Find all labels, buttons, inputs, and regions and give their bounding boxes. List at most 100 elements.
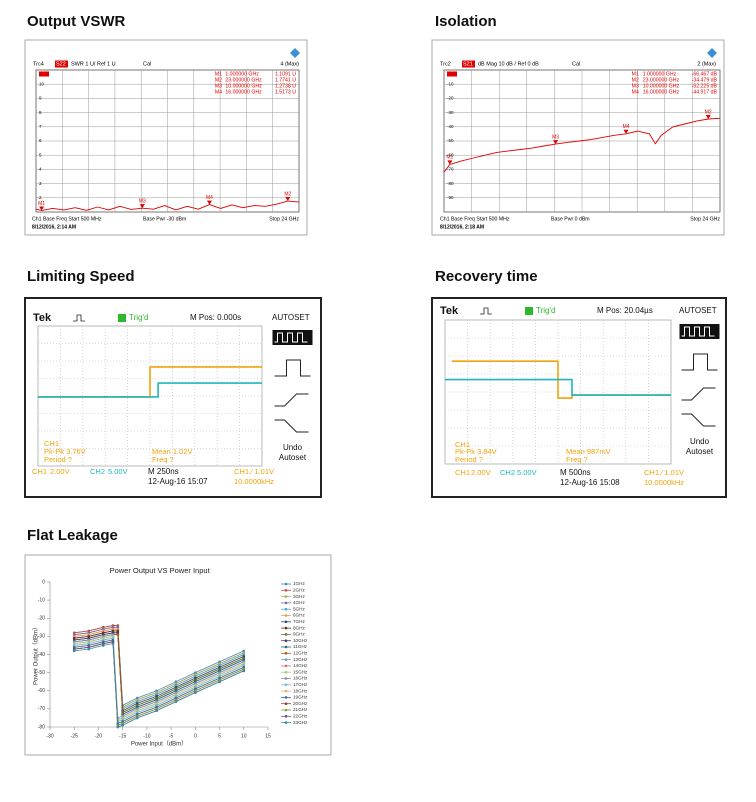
- panel-frame: [431, 39, 725, 236]
- autoset-label: Autoset: [279, 453, 307, 462]
- point: [194, 678, 197, 682]
- point: [72, 642, 76, 645]
- point: [155, 705, 158, 709]
- ch1-scale: 2.00V: [50, 467, 70, 476]
- ch2-name: CH2: [90, 467, 105, 476]
- ch1-name: CH1: [455, 468, 470, 477]
- point: [194, 674, 197, 678]
- autoset-title: AUTOSET: [272, 313, 310, 322]
- point: [72, 636, 76, 640]
- point: [101, 644, 105, 647]
- marker-table-value: -44.917 dB: [692, 89, 718, 95]
- legend-marker: [284, 696, 288, 699]
- legend-label: 1GHz: [293, 581, 305, 586]
- trig-badge: [118, 314, 126, 322]
- param-badge: [55, 60, 68, 68]
- marker: [553, 140, 559, 145]
- y-tick-label: -60: [447, 152, 454, 157]
- point: [135, 698, 139, 702]
- legend-label: 21GHz: [293, 707, 308, 712]
- legend-label: 8GHz: [293, 625, 305, 630]
- point: [242, 649, 246, 653]
- rs-logo: [707, 48, 717, 58]
- series-line: [74, 643, 244, 728]
- footer-power: Base Pwr 0 dBm: [551, 216, 590, 222]
- marker-table-x: 1.000000 GHz: [643, 71, 677, 77]
- point: [111, 631, 115, 635]
- point: [218, 673, 221, 676]
- legend-marker: [284, 677, 288, 680]
- legend-label: 2GHz: [293, 588, 305, 593]
- point: [242, 655, 246, 658]
- point: [218, 671, 221, 674]
- marker-name: M3: [139, 198, 146, 204]
- x-axis-label: Power Input（dBm）: [131, 741, 187, 748]
- meas-pkpk: Pk-Pk 3.76V: [44, 447, 86, 456]
- point: [116, 626, 120, 629]
- point: [116, 633, 120, 636]
- legend-marker: [284, 683, 288, 687]
- point: [135, 703, 139, 707]
- marker: [139, 204, 145, 209]
- point: [242, 664, 246, 667]
- point: [194, 689, 197, 693]
- point: [135, 705, 139, 709]
- cal-label: Cal: [143, 61, 151, 67]
- meas-channel: CH1: [455, 440, 470, 449]
- marker-table-value: 1.5173 U: [275, 89, 296, 95]
- ch2-name: CH2: [500, 468, 515, 477]
- point: [194, 676, 197, 680]
- point: [87, 631, 91, 635]
- legend-label: 3GHz: [293, 594, 305, 599]
- legend-label: 17GHz: [293, 682, 308, 687]
- marker-name: M4: [206, 195, 213, 201]
- legend-marker: [284, 626, 288, 630]
- marker-table-value: -34.479 dB: [692, 77, 718, 83]
- series-line: [74, 637, 244, 722]
- ch2-scale: 5.00V: [108, 467, 128, 476]
- point: [101, 633, 105, 636]
- ref-badge: [39, 71, 49, 77]
- marker-table-x: 10.000000 GHz: [643, 83, 680, 89]
- point: [111, 633, 115, 636]
- marker-table-x: 1.000000 GHz: [225, 71, 259, 77]
- trig-status: Trig'd: [129, 313, 148, 322]
- autoset-title: AUTOSET: [679, 306, 717, 315]
- x-tick-label: 5: [218, 733, 221, 739]
- pulse-btn: [681, 353, 718, 371]
- ch2-scale: 5.00V: [517, 468, 537, 477]
- marker-table-name: M1: [215, 71, 222, 77]
- point: [242, 665, 246, 669]
- rs-logo: [290, 48, 300, 58]
- legend-label: 23GHz: [293, 720, 308, 725]
- y-tick-label: -50: [38, 670, 45, 676]
- legend-marker: [284, 582, 288, 586]
- trace: [38, 382, 262, 398]
- x-tick-label: -20: [95, 733, 102, 739]
- marker-name: M3: [552, 134, 559, 140]
- marker: [285, 197, 291, 202]
- marker: [705, 114, 711, 119]
- format-label: SWR 1 U/ Ref 1 U: [71, 61, 116, 67]
- point: [155, 703, 158, 707]
- autoset-label: Autoset: [686, 447, 714, 456]
- point: [194, 691, 197, 694]
- rise-btn: [681, 387, 716, 401]
- x-tick-label: -30: [46, 733, 53, 739]
- point: [218, 678, 221, 682]
- meas-mean: Mean 987mV: [566, 447, 611, 456]
- point: [72, 631, 76, 635]
- point: [72, 647, 76, 651]
- x-tick-label: -10: [143, 733, 150, 739]
- point: [121, 714, 124, 718]
- point: [116, 624, 120, 627]
- point: [101, 631, 105, 635]
- point: [155, 691, 158, 694]
- legend-marker: [284, 620, 288, 624]
- panel-frame: [24, 554, 332, 756]
- legend-marker: [284, 708, 288, 712]
- series-line: [74, 636, 244, 721]
- point: [135, 707, 139, 711]
- point: [87, 636, 91, 640]
- point: [116, 631, 120, 635]
